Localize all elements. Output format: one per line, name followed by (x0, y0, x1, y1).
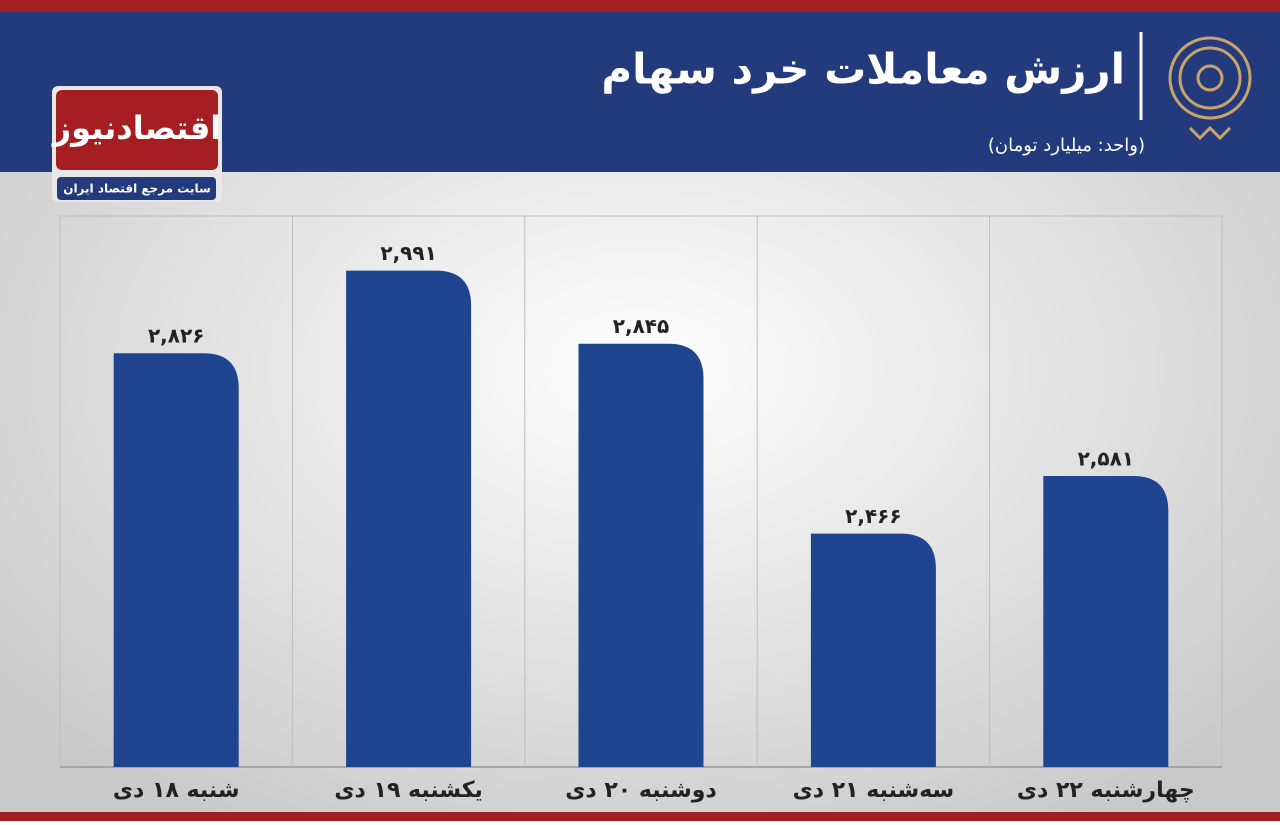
logo-box (56, 90, 218, 170)
value-label: ۲,۸۴۵ (613, 314, 669, 338)
bar (1043, 475, 1169, 767)
bar (578, 343, 704, 767)
value-label: ۲,۴۶۶ (845, 504, 901, 528)
x-tick-label: سه‌شنبه ۲۱ دی (793, 778, 955, 803)
chart-subtitle: (واحد: میلیارد تومان) (988, 135, 1145, 156)
bar (113, 353, 239, 767)
x-tick-label: شنبه ۱۸ دی (113, 778, 240, 803)
x-tick-label: یکشنبه ۱۹ دی (334, 778, 482, 803)
bar (810, 533, 936, 767)
bottom-strip (0, 812, 1280, 821)
value-label: ۲,۹۹۱ (380, 241, 436, 265)
chart-title: ارزش معاملات خرد سهام (601, 45, 1125, 95)
value-label: ۲,۵۸۱ (1078, 446, 1134, 470)
emblem (1168, 36, 1252, 141)
x-tick-label: چهارشنبه ۲۲ دی (1017, 778, 1195, 803)
value-label: ۲,۸۲۶ (148, 324, 204, 348)
top-strip (0, 0, 1280, 12)
logo-text: اقتصادنیوز (51, 109, 222, 147)
logo-tagline-box (57, 177, 216, 200)
logo-tagline: سایت مرجع اقتصاد ایران (63, 182, 211, 196)
x-tick-label: دوشنبه ۲۰ دی (565, 778, 717, 803)
bar (346, 270, 472, 767)
